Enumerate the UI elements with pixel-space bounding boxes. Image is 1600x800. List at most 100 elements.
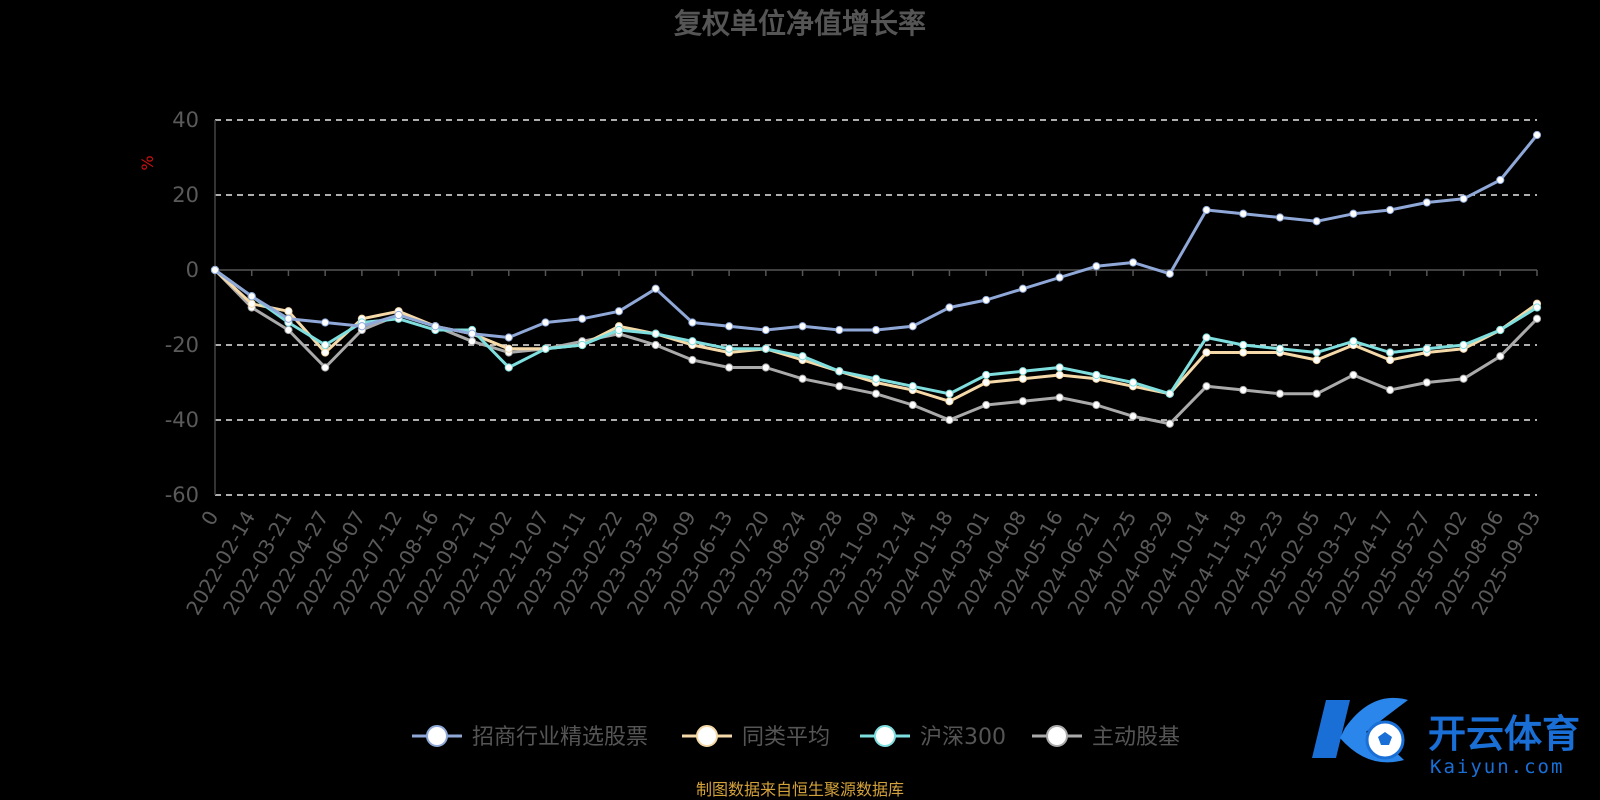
data-point — [982, 378, 991, 387]
data-point — [688, 318, 697, 327]
data-point — [1202, 333, 1211, 342]
data-point — [945, 397, 954, 406]
data-point — [725, 322, 734, 331]
legend-marker — [696, 725, 718, 747]
data-point — [1165, 419, 1174, 428]
grid-lines — [215, 119, 1537, 496]
data-point — [210, 265, 220, 275]
legend-label: 主动股基 — [1092, 725, 1180, 750]
source-note: 制图数据来自恒生聚源数据库 — [696, 780, 904, 799]
data-point — [321, 348, 330, 357]
data-point — [1386, 385, 1395, 395]
data-point — [284, 314, 293, 323]
y-tick-labels: 40 20 0 -20 -40 -60 — [165, 108, 199, 507]
data-point — [1202, 205, 1211, 215]
data-point — [1128, 378, 1138, 387]
k-soccer-logo-icon — [1312, 697, 1408, 763]
x-tick-label: 0 — [196, 507, 223, 530]
data-point — [725, 363, 734, 372]
data-point — [1018, 397, 1027, 406]
data-point — [1349, 370, 1358, 380]
data-point — [1165, 269, 1174, 278]
data-point — [504, 344, 513, 353]
data-point — [1239, 340, 1248, 350]
data-point — [908, 400, 917, 410]
data-point — [688, 337, 697, 346]
data-point — [798, 374, 807, 383]
data-point — [1459, 194, 1468, 203]
data-point — [871, 389, 881, 398]
data-point — [908, 322, 917, 331]
chart-title: 复权单位净值增长率 — [674, 7, 926, 40]
data-point — [835, 367, 844, 376]
data-point — [1202, 348, 1211, 357]
watermark-cn-text: 开云体育 — [1428, 712, 1580, 756]
data-point — [1532, 130, 1542, 140]
data-point — [578, 314, 587, 323]
data-point — [1312, 348, 1321, 357]
data-point — [541, 344, 550, 353]
series-group — [210, 130, 1542, 428]
data-point — [467, 329, 477, 338]
data-point — [1275, 389, 1285, 398]
data-point — [1239, 385, 1248, 395]
x-tick-labels: 02022-02-142022-03-212022-04-272022-06-0… — [181, 506, 1545, 619]
data-point — [1532, 314, 1542, 323]
data-point — [1349, 337, 1358, 346]
data-point — [982, 370, 991, 380]
data-point — [247, 299, 256, 308]
data-point — [871, 325, 881, 335]
data-point — [578, 340, 587, 350]
legend-item-0[interactable]: 招商行业精选股票 — [412, 725, 648, 750]
axes — [214, 120, 1538, 495]
data-point — [1092, 400, 1101, 410]
y-tick-label: 0 — [186, 258, 199, 282]
y-tick-label: -20 — [165, 333, 199, 357]
data-point — [982, 400, 991, 410]
y-axis-label: % — [138, 155, 157, 170]
data-point — [761, 344, 770, 353]
legend-item-3[interactable]: 主动股基 — [1032, 725, 1180, 750]
data-point — [945, 415, 954, 425]
data-point — [321, 340, 330, 350]
data-point — [1422, 378, 1431, 387]
data-point — [467, 337, 477, 346]
data-point — [1275, 213, 1285, 222]
data-point — [761, 363, 770, 372]
data-point — [761, 325, 770, 335]
data-point — [1496, 325, 1505, 335]
data-point — [1496, 352, 1505, 361]
legend-marker — [426, 725, 448, 747]
data-point — [284, 325, 293, 335]
data-point — [1018, 284, 1027, 293]
legend-label: 招商行业精选股票 — [472, 725, 648, 750]
data-point — [1496, 175, 1505, 185]
data-point — [1386, 355, 1395, 365]
data-point — [1422, 344, 1431, 353]
data-point — [1239, 348, 1248, 357]
watermark-en-text: Kaiyun.com — [1430, 756, 1564, 778]
data-point — [1386, 348, 1395, 357]
data-point — [504, 333, 513, 342]
data-point — [651, 284, 660, 293]
data-point — [1055, 370, 1064, 380]
y-tick-label: 40 — [172, 108, 199, 132]
legend-label: 同类平均 — [742, 725, 830, 750]
data-point — [284, 307, 293, 316]
data-point — [1055, 393, 1064, 402]
legend-marker — [874, 725, 896, 747]
data-point — [725, 344, 734, 353]
data-point — [1275, 344, 1285, 353]
series-line-0 — [213, 133, 1539, 339]
legend[interactable]: 招商行业精选股票 同类平均 沪深300 主动股基 — [412, 725, 1180, 750]
y-tick-label: -60 — [165, 483, 199, 507]
data-point — [871, 374, 881, 383]
legend-item-2[interactable]: 沪深300 — [860, 725, 1006, 750]
data-point — [688, 355, 697, 365]
data-point — [982, 295, 991, 305]
data-point — [945, 389, 954, 398]
data-point — [541, 318, 550, 327]
legend-item-1[interactable]: 同类平均 — [682, 725, 830, 750]
data-point — [1312, 389, 1321, 398]
